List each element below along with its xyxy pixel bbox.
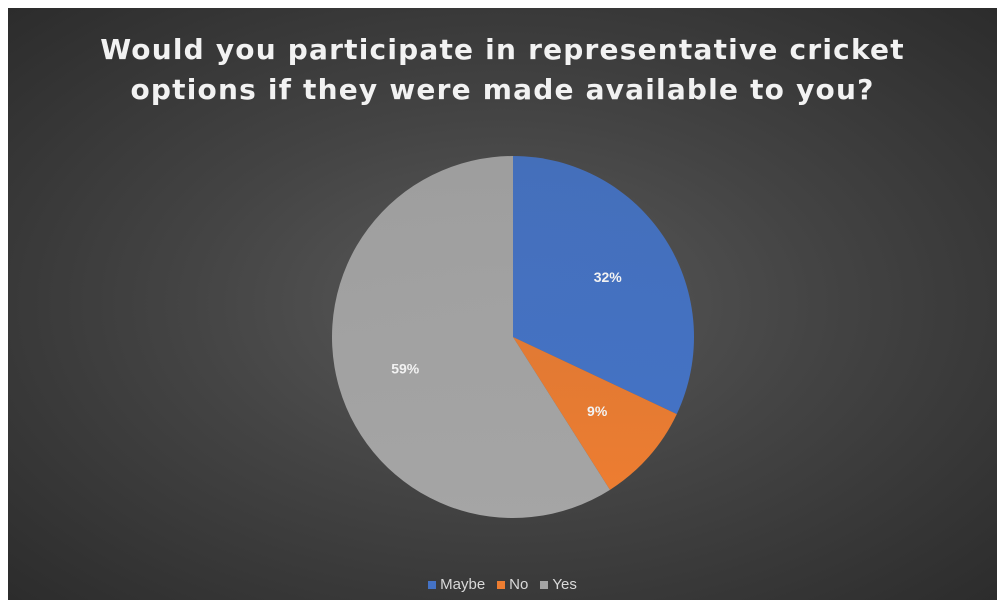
legend-item-no: No <box>497 576 528 593</box>
pie-slice-yes <box>332 156 610 518</box>
legend-swatch-no <box>497 580 506 589</box>
chart-frame: Would you participate in representative … <box>8 8 997 600</box>
legend-item-yes: Yes <box>540 576 577 593</box>
chart-title-line-2: options if they were made available to y… <box>130 73 875 106</box>
chart-title-line-1: Would you participate in representative … <box>100 33 905 66</box>
pie-chart: 32% 9% 59% <box>332 156 694 518</box>
legend-label-no: No <box>509 576 529 593</box>
legend-swatch-yes <box>540 580 549 589</box>
legend-label-maybe: Maybe <box>440 576 486 593</box>
legend-swatch-maybe <box>428 580 437 589</box>
chart-title: Would you participate in representative … <box>8 30 997 110</box>
pie-slice-no <box>513 337 677 490</box>
pie-slice-maybe <box>513 156 694 415</box>
legend-item-maybe: Maybe <box>428 576 485 593</box>
legend-label-yes: Yes <box>552 576 577 593</box>
pie-label-maybe: 32% <box>594 269 623 285</box>
pie-label-yes: 59% <box>391 360 420 376</box>
pie-label-no: 9% <box>587 403 608 419</box>
legend: Maybe No Yes <box>8 576 997 593</box>
